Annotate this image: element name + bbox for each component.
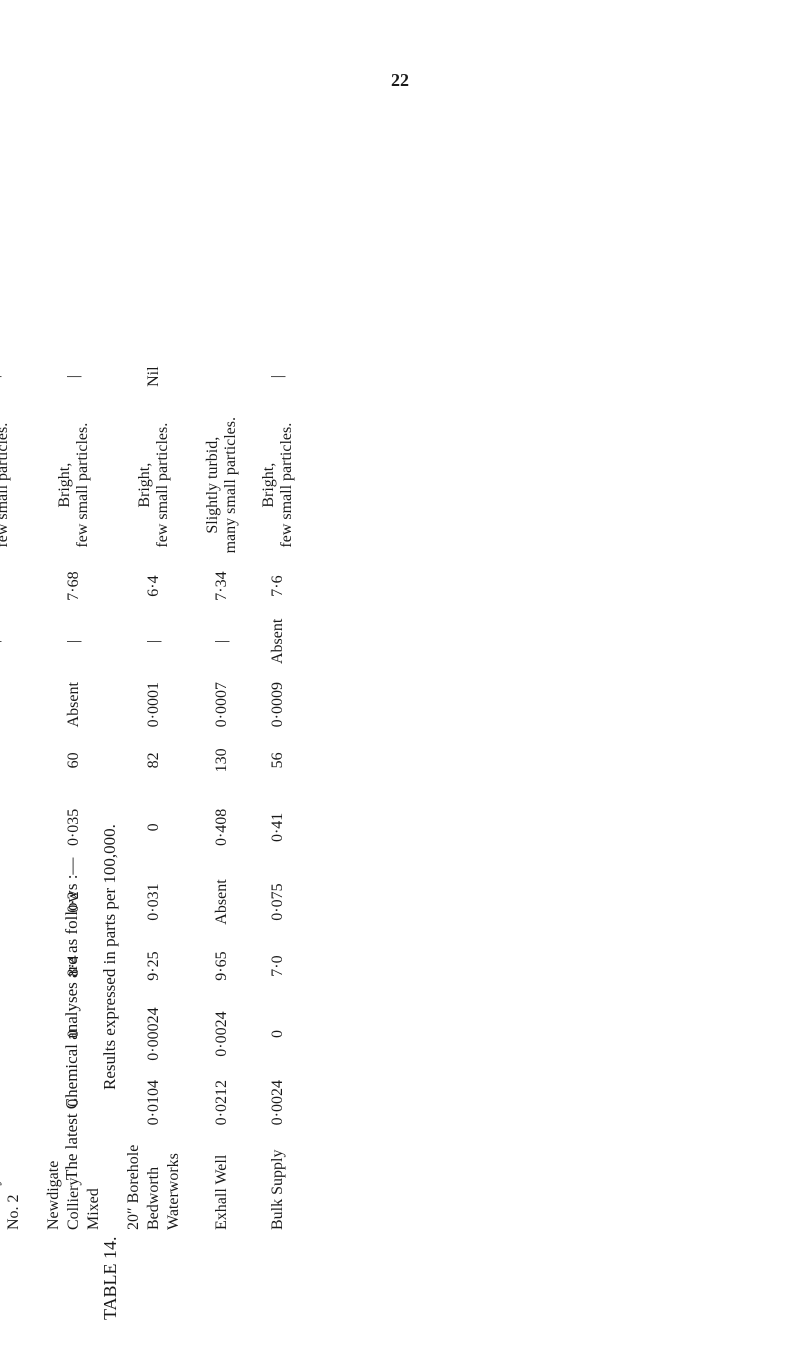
cell: 0 — [0, 1070, 34, 1136]
cell: | — [34, 610, 114, 673]
cell: | — [0, 610, 34, 673]
cell: 60 — [34, 736, 114, 784]
cell-appearance: Bright,few small particles. — [0, 408, 34, 562]
cell: 0·408 — [194, 784, 250, 870]
cell: 70 — [0, 736, 34, 784]
cell: 0·035 — [34, 784, 114, 870]
cell-appearance: Slightly turbid,many small particles. — [194, 408, 250, 562]
cell: Absent — [194, 870, 250, 933]
cell: 6·64 — [0, 562, 34, 609]
cell: 0·0212 — [194, 1070, 250, 1136]
cell: Absent — [250, 610, 306, 673]
cell: 0 — [34, 1070, 114, 1136]
cell: | — [0, 345, 34, 408]
cell: | — [250, 345, 306, 408]
cell-source: 20″ BoreholeBedworthWaterworks — [114, 1136, 194, 1230]
cell-appearance: Bright,few small particles. — [114, 408, 194, 562]
table-row: 20″ BoreholeBedworthWaterworks 0·0104 0·… — [114, 345, 194, 1230]
table-row: Bulk Supply 0·0024 0 7·0 0·075 0·41 56 0… — [250, 345, 306, 1230]
cell: 7·9 — [0, 934, 34, 999]
table-row: NewdigateCollieryNo. 2 0 0 7·9 0·075 0 7… — [0, 345, 34, 1230]
cell — [194, 345, 250, 408]
cell: 130 — [194, 736, 250, 784]
cell: 0·0001 — [114, 673, 194, 736]
cell: 0·0104 — [114, 1070, 194, 1136]
cell-appearance: Bright,few small particles. — [34, 408, 114, 562]
cell: 0·0009 — [250, 673, 306, 736]
cell-source: NewdigateCollieryMixed — [34, 1136, 114, 1230]
cell: 0·0007 — [194, 673, 250, 736]
cell: 0 — [0, 784, 34, 870]
cell: 6·4 — [114, 562, 194, 609]
cell: 0 — [0, 998, 34, 1069]
cell: 0 — [250, 998, 306, 1069]
cell: Nil — [114, 345, 194, 408]
table-wrapper: TABLE 14. The latest Chemical analyses a… — [0, 80, 500, 1320]
cell: | — [194, 610, 250, 673]
cell: 0 — [114, 784, 194, 870]
cell: 8·4 — [34, 934, 114, 999]
table-row: Exhall Well 0·0212 0·0024 9·65 Absent 0·… — [194, 345, 250, 1230]
cell: 0·0024 — [250, 1070, 306, 1136]
cell: 0·075 — [250, 870, 306, 933]
cell-source: NewdigateCollieryNo. 2 — [0, 1136, 34, 1230]
cell: 7·6 — [250, 562, 306, 609]
cell: 82 — [114, 736, 194, 784]
cell: 7·68 — [34, 562, 114, 609]
data-table: Source FreeandSalineAmmonia Albu-minoidA… — [0, 345, 306, 1230]
cell: 0·2 — [34, 870, 114, 933]
cell: Absent — [34, 673, 114, 736]
cell-source: Bulk Supply — [250, 1136, 306, 1230]
cell: 7·34 — [194, 562, 250, 609]
cell: 9·25 — [114, 934, 194, 999]
cell: 0 — [34, 998, 114, 1069]
cell: 0·41 — [250, 784, 306, 870]
cell: 0·075 — [0, 870, 34, 933]
table-title: TABLE 14. — [100, 1236, 121, 1320]
cell: 0·0024 — [194, 998, 250, 1069]
cell: 9·65 — [194, 934, 250, 999]
cell: 7·0 — [250, 934, 306, 999]
cell-appearance: Bright,few small particles. — [250, 408, 306, 562]
cell: Absent — [0, 673, 34, 736]
cell: | — [34, 345, 114, 408]
table-row: NewdigateCollieryMixed 0 0 8·4 0·2 0·035… — [34, 345, 114, 1230]
cell: | — [114, 610, 194, 673]
cell: 56 — [250, 736, 306, 784]
page: 22 TABLE 14. The latest Chemical analyse… — [0, 0, 800, 1358]
cell-source: Exhall Well — [194, 1136, 250, 1230]
cell: 0·031 — [114, 870, 194, 933]
cell: 0·00024 — [114, 998, 194, 1069]
